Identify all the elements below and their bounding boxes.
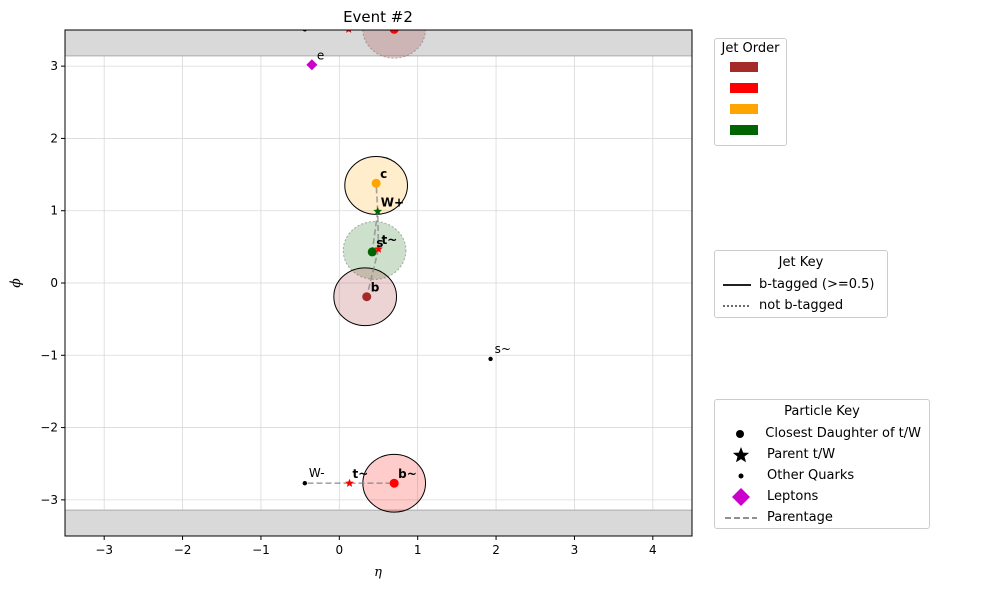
jet-order-swatch-2 [730,83,758,93]
daughter-marker [371,178,381,188]
wrap-band [65,30,692,56]
particle-key-item-parentage: Parentage [715,507,929,528]
x-tick-label: 3 [571,543,579,557]
jet-key-label-btagged: b-tagged (>=0.5) [759,277,875,292]
y-tick-label: 2 [50,131,58,145]
daughter-marker [362,292,372,302]
wrap-bands [65,30,692,536]
parentage-lines [304,183,395,485]
daughter-marker [389,478,399,488]
jet-order-legend: Jet Order [714,38,787,146]
particle-key-label-parentage: Parentage [767,510,833,525]
daughter-marker [389,30,399,34]
jet-key-legend: Jet Key b-tagged (>=0.5) not b-tagged [714,250,888,318]
x-tick-label: −3 [95,543,113,557]
parentage-line [375,183,379,212]
x-axis-label: η [374,565,382,580]
daughter-label: s [376,236,383,250]
y-tick-label: −1 [40,348,58,362]
daughter-label: b~ [398,467,417,481]
x-tick-label: −2 [174,543,192,557]
lepton-label: e [317,49,324,63]
parent-star [346,30,352,33]
particle-key-item-other: Other Quarks [715,465,929,486]
other-quark-label: s~ [495,342,511,356]
jet-key-item-not-btagged: not b-tagged [715,295,887,316]
x-tick-label: 1 [414,543,422,557]
particle-markers [302,30,493,488]
y-tick-label: 1 [50,204,58,218]
particle-key-label-other: Other Quarks [767,468,855,483]
particle-key-item-parent: Parent t/W [715,444,929,465]
particle-key-legend-title: Particle Key [784,404,860,419]
particle-key-label-daughter: Closest Daughter of t/W [765,426,921,441]
parent-star [374,244,383,253]
y-tick-label: 3 [50,59,58,73]
jet-key-legend-title: Jet Key [778,255,824,270]
particle-key-label-parent: Parent t/W [767,447,836,462]
particle-key-legend: Particle Key Closest Daughter of t/W Par… [714,399,930,529]
daughter-marker [367,247,377,257]
jet-order-swatch-1 [730,62,758,72]
dashed-line-icon [725,516,757,519]
jet-key-item-btagged: b-tagged (>=0.5) [715,274,887,295]
parent-star [373,206,382,216]
parent-label: t~ [382,233,398,247]
daughter-label: c [380,167,387,181]
parent-star [345,478,354,487]
jet-order-swatch-4 [730,125,758,135]
other-quark-dot [302,481,308,486]
y-axis-label: ϕ [8,278,24,288]
chart-title: Event #2 [343,8,413,26]
x-tick-label: −1 [252,543,270,557]
other-quark-dot [302,30,307,32]
parentage-line [365,248,380,297]
particle-key-item-daughter: Closest Daughter of t/W [715,423,929,444]
other-quark-label: W- [309,466,325,480]
dotted-line-icon [723,304,751,307]
parent-label: t~ [353,467,369,481]
filled-circle-icon [736,429,745,438]
particle-labels: W-s~ c s b b~ W+ t~ t~ e [309,49,511,482]
y-tick-label: −3 [40,493,58,507]
star-icon [732,446,750,462]
y-tick-label: 0 [50,276,58,290]
axis-ticks: −3 −2 −1 0 1 2 3 4 −3 −2 −1 0 1 2 3 [40,59,656,557]
small-dot-icon [738,473,744,478]
jet-order-legend-title: Jet Order [721,41,780,56]
x-tick-label: 4 [649,543,657,557]
jet-key-label-not-btagged: not b-tagged [759,298,844,313]
grid-lines [65,30,692,536]
y-tick-label: −2 [40,421,58,435]
jet-order-swatch-3 [730,104,758,114]
x-tick-label: 2 [492,543,500,557]
jet-cones [333,30,427,513]
particle-key-label-lepton: Leptons [767,489,819,504]
diamond-icon [732,487,750,506]
lepton-diamond [306,59,318,71]
solid-line-icon [723,283,751,286]
x-tick-label: 0 [335,543,343,557]
parentage-line [376,211,380,250]
parentage-line [371,211,379,253]
jet-cone [362,30,427,59]
particle-key-item-lepton: Leptons [715,486,929,507]
wrap-band [65,510,692,536]
parent-label: W+ [381,195,404,209]
daughter-label: b [371,281,380,295]
other-quark-dot [488,356,493,362]
